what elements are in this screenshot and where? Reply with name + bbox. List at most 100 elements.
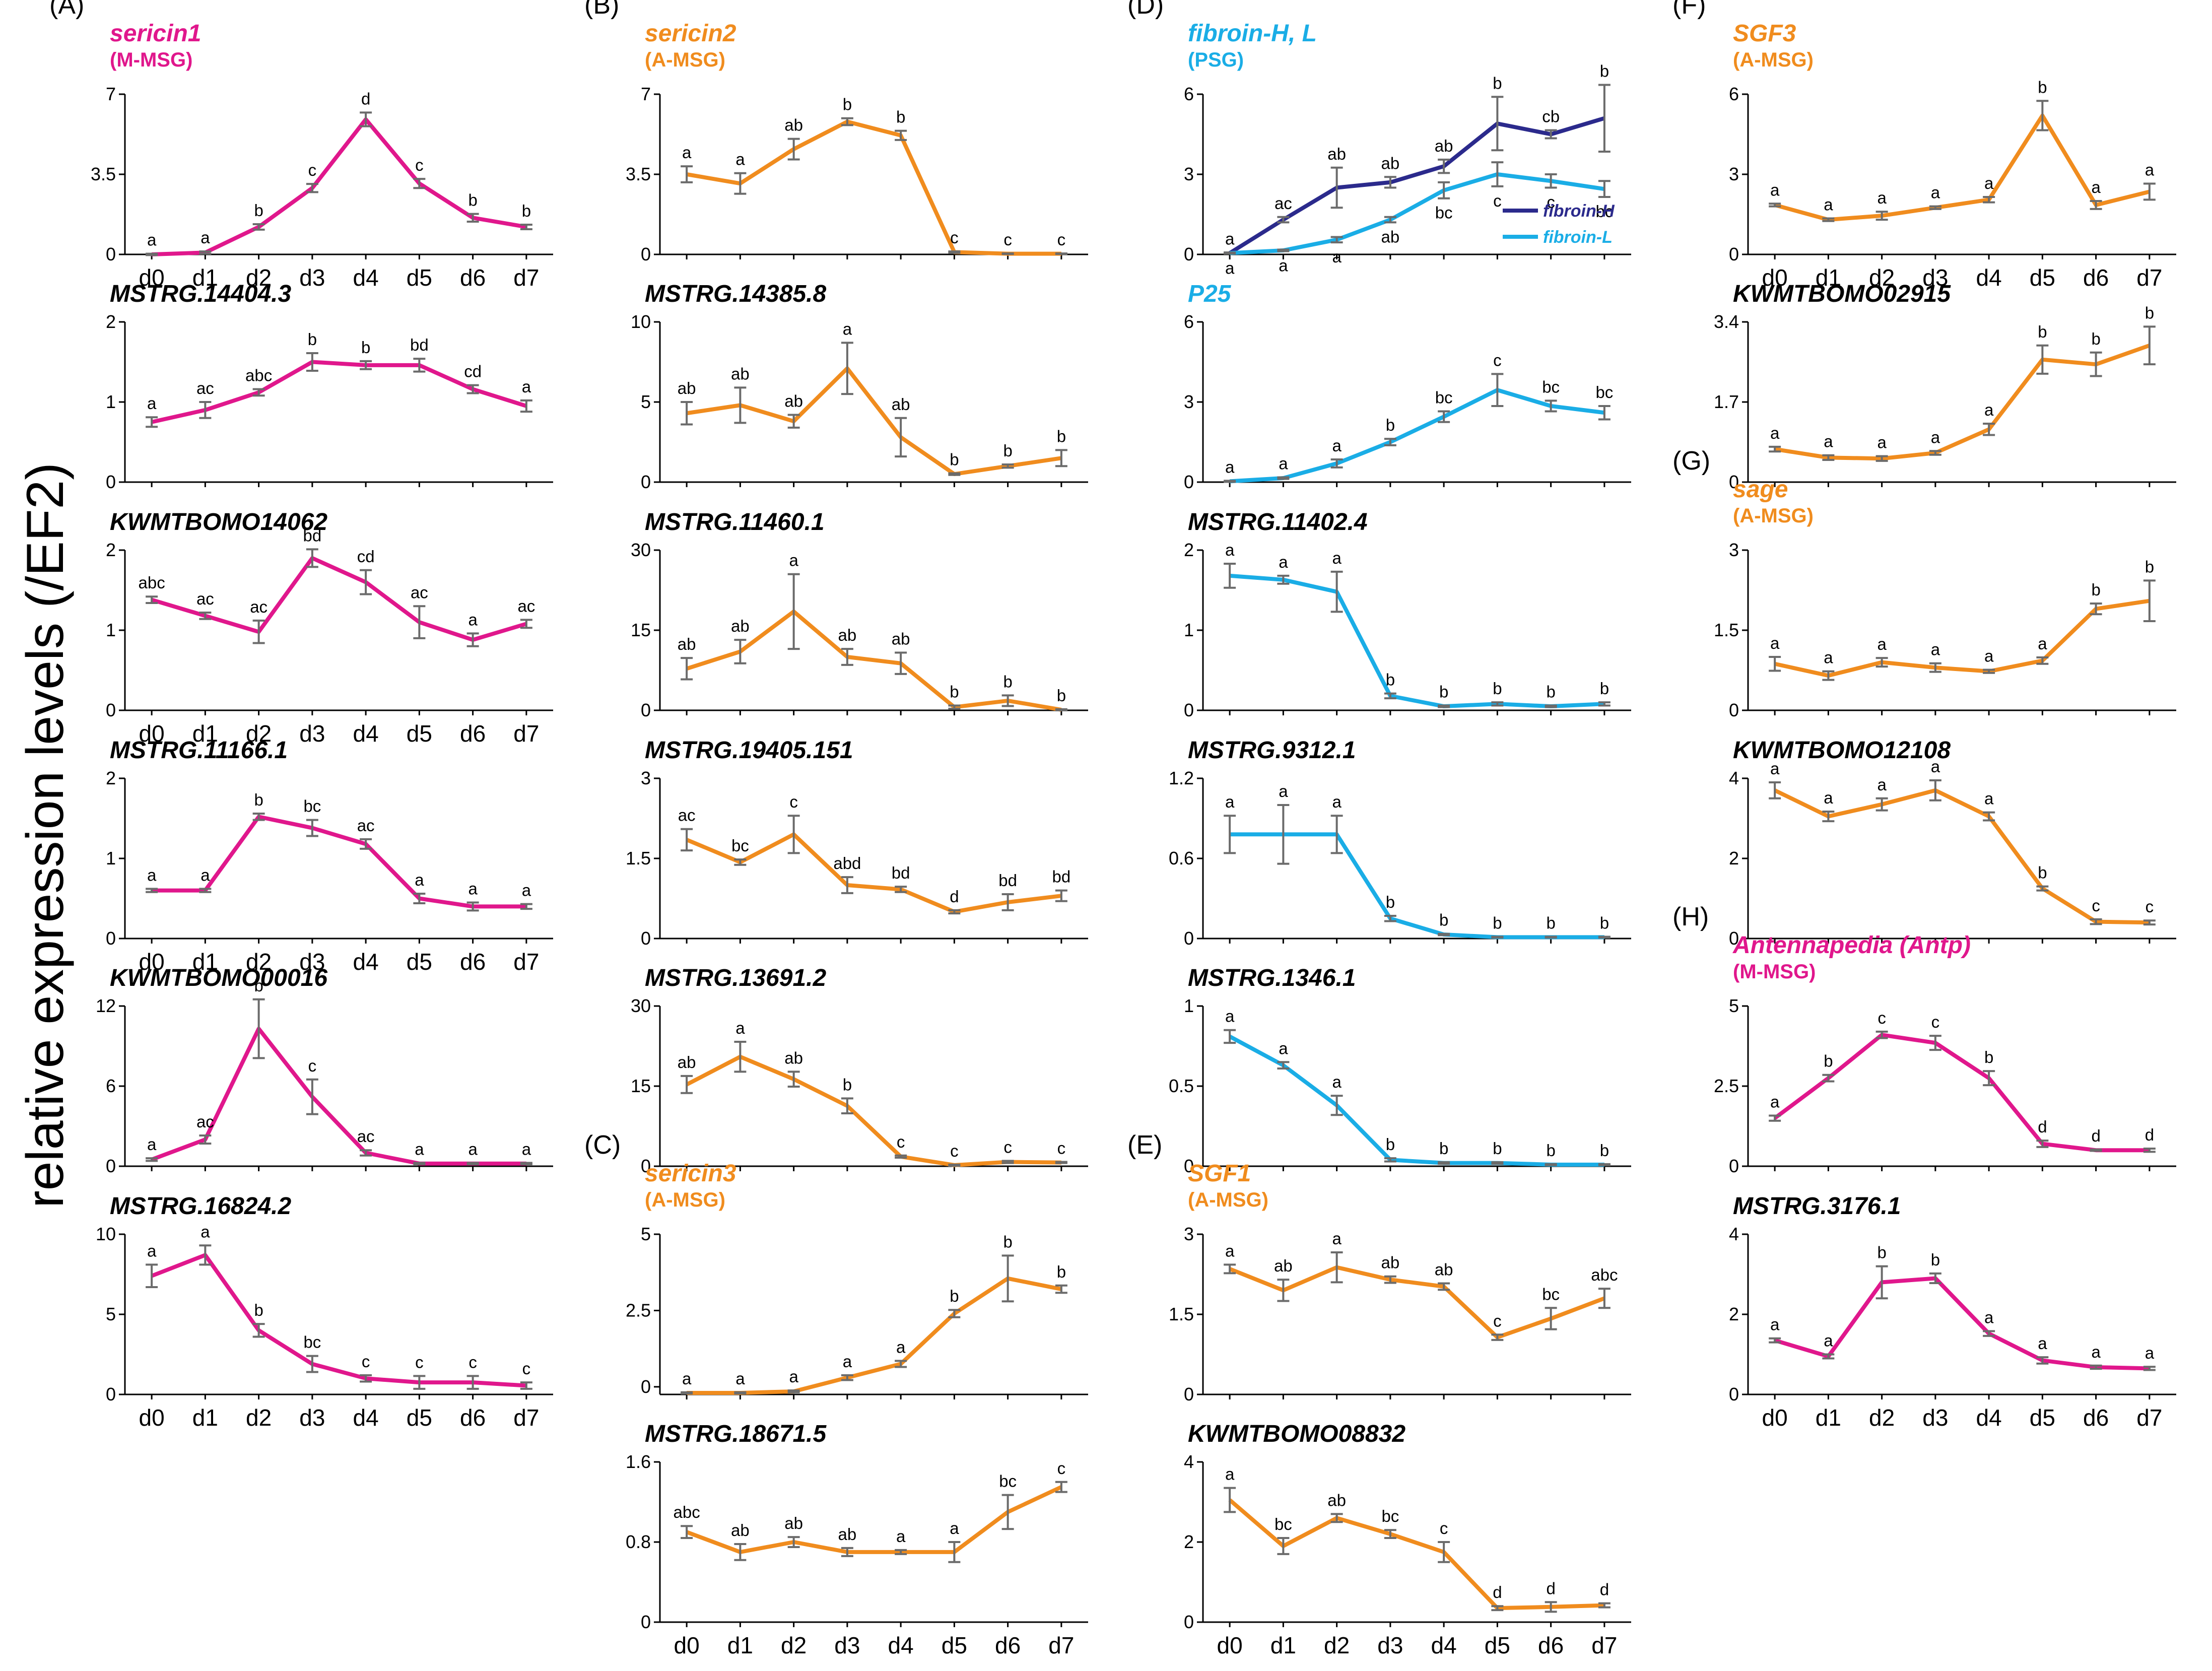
y-tick-label: 0 bbox=[1729, 244, 1739, 264]
chart-subtitle: (A-MSG) bbox=[1188, 1189, 1268, 1211]
significance-letter: a bbox=[1770, 634, 1780, 652]
significance-letter: a bbox=[1332, 247, 1342, 266]
significance-letter: d bbox=[1546, 1579, 1555, 1597]
significance-letter: c bbox=[950, 228, 959, 247]
y-tick-label: 5 bbox=[641, 1224, 651, 1244]
significance-letter: c bbox=[308, 1056, 317, 1075]
x-tick-label: d6 bbox=[2083, 1405, 2109, 1431]
significance-letter: b bbox=[1546, 1141, 1555, 1160]
significance-letter: b bbox=[1493, 1139, 1502, 1158]
y-tick-label: 3 bbox=[1184, 1224, 1194, 1244]
significance-letter: ac bbox=[357, 1127, 375, 1146]
chart-panel-B1: (B) sericin2(A-MSG) 0 3.5 7 a a ab b b c c c bbox=[584, 0, 1088, 264]
y-tick-label: 15 bbox=[631, 620, 651, 640]
significance-letter: bc bbox=[1435, 204, 1453, 222]
significance-letter: b bbox=[950, 450, 959, 469]
y-tick-label: 3 bbox=[1729, 540, 1739, 560]
significance-letter: c bbox=[1003, 230, 1012, 249]
chart-title: fibroin-H, L bbox=[1188, 20, 1317, 47]
significance-letter: ab bbox=[784, 391, 803, 410]
significance-letter: d bbox=[2038, 1117, 2047, 1136]
significance-letter: c bbox=[1440, 1519, 1448, 1538]
significance-letter: ac bbox=[250, 597, 267, 616]
y-tick-label: 30 bbox=[631, 995, 651, 1016]
significance-letter: a bbox=[1225, 457, 1235, 476]
x-tick-label: d7 bbox=[2136, 1405, 2162, 1431]
significance-letter: c bbox=[1878, 1009, 1886, 1027]
chart-title: MSTRG.3176.1 bbox=[1733, 1193, 1901, 1220]
x-tick-label: d3 bbox=[1922, 1405, 1948, 1431]
significance-letter: ab bbox=[1435, 1260, 1453, 1279]
x-tick-label: d0 bbox=[139, 1405, 165, 1431]
chart-title: MSTRG.19405.151 bbox=[645, 737, 853, 764]
significance-letter: b bbox=[468, 191, 477, 210]
x-tick-label: d6 bbox=[460, 264, 486, 291]
chart-subtitle: (A-MSG) bbox=[645, 1189, 725, 1211]
y-tick-label: 7 bbox=[106, 84, 116, 104]
significance-letter: b bbox=[254, 790, 263, 809]
significance-letter: c bbox=[1057, 230, 1066, 249]
significance-letter: a bbox=[735, 1019, 745, 1037]
significance-letter: ac bbox=[517, 596, 535, 615]
significance-letter: b bbox=[1600, 914, 1609, 932]
significance-letter: a bbox=[522, 377, 531, 396]
significance-letter: abc bbox=[139, 573, 165, 592]
significance-letter: a bbox=[1770, 1093, 1780, 1111]
significance-letter: a bbox=[1332, 549, 1342, 567]
y-tick-label: 10 bbox=[631, 311, 651, 332]
series-line bbox=[1229, 172, 1605, 255]
significance-letter: a bbox=[1984, 174, 1994, 192]
significance-letter: a bbox=[1931, 428, 1940, 446]
y-tick-label: 0 bbox=[641, 244, 651, 264]
x-tick-label: d0 bbox=[139, 720, 165, 747]
x-tick-label: d7 bbox=[513, 949, 539, 975]
chart-title: MSTRG.11166.1 bbox=[110, 737, 288, 764]
significance-letter: bd bbox=[892, 863, 910, 882]
significance-letter: c bbox=[1493, 191, 1502, 210]
significance-letter: ab bbox=[1381, 227, 1400, 246]
significance-letter: a bbox=[1984, 789, 1994, 808]
x-tick-label: d3 bbox=[834, 1632, 860, 1658]
y-tick-label: 1 bbox=[1184, 995, 1194, 1016]
chart-panel-E2: KWMTBOMO08832 0 2 4 d0 d1 d2 d3 d4 d5 d6 d7 a bc ab bc c… bbox=[1184, 1421, 1631, 1658]
significance-letter: a bbox=[2038, 1334, 2047, 1353]
series-line bbox=[1774, 1276, 2150, 1371]
significance-letter: ab bbox=[1381, 1253, 1400, 1272]
y-tick-label: 0 bbox=[641, 1376, 651, 1397]
y-tick-label: 1 bbox=[106, 620, 116, 640]
y-tick-label: 0 bbox=[106, 472, 116, 492]
significance-letter: a bbox=[843, 1352, 852, 1371]
chart-title: P25 bbox=[1188, 281, 1232, 307]
y-tick-label: 0 bbox=[1729, 472, 1739, 492]
significance-letter: b bbox=[1003, 441, 1012, 460]
significance-letter: cb bbox=[1542, 107, 1560, 126]
series-line bbox=[1229, 573, 1605, 709]
significance-letter: ac bbox=[1275, 194, 1292, 213]
significance-letter: a bbox=[1279, 782, 1288, 800]
significance-letter: c bbox=[897, 1132, 905, 1151]
significance-letter: a bbox=[1877, 775, 1887, 794]
chart-panel-A2: MSTRG.14404.3 0 1 2 a ac abc b b bd cd a bbox=[106, 281, 553, 492]
x-tick-label: d2 bbox=[246, 720, 272, 747]
x-tick-label: d6 bbox=[460, 1405, 486, 1431]
significance-letter: ab bbox=[731, 1521, 750, 1540]
x-tick-label: d2 bbox=[781, 1632, 807, 1658]
significance-letter: a bbox=[468, 610, 478, 629]
significance-letter: d bbox=[361, 89, 370, 108]
significance-letter: a bbox=[950, 1519, 959, 1538]
significance-letter: c bbox=[2146, 897, 2154, 916]
y-tick-label: 0 bbox=[106, 1156, 116, 1176]
y-tick-label: 0 bbox=[1729, 1156, 1739, 1176]
chart-panel-G1: (G) sage(A-MSG) 0 1.5 3 a a a a a a b b bbox=[1672, 446, 2176, 720]
y-tick-label: 1 bbox=[106, 848, 116, 868]
significance-letter: a bbox=[1824, 432, 1833, 451]
x-tick-label: d7 bbox=[513, 264, 539, 291]
series-line bbox=[1229, 388, 1605, 484]
chart-panel-G2: KWMTBOMO12108 0 2 4 a a a a a b c c bbox=[1729, 737, 2176, 949]
significance-letter: bd bbox=[1052, 867, 1071, 886]
series-line bbox=[1228, 1498, 1604, 1611]
significance-letter: c bbox=[2092, 896, 2100, 915]
significance-letter: a bbox=[147, 865, 157, 884]
significance-letter: a bbox=[843, 319, 852, 338]
significance-letter: b bbox=[1877, 1243, 1886, 1262]
